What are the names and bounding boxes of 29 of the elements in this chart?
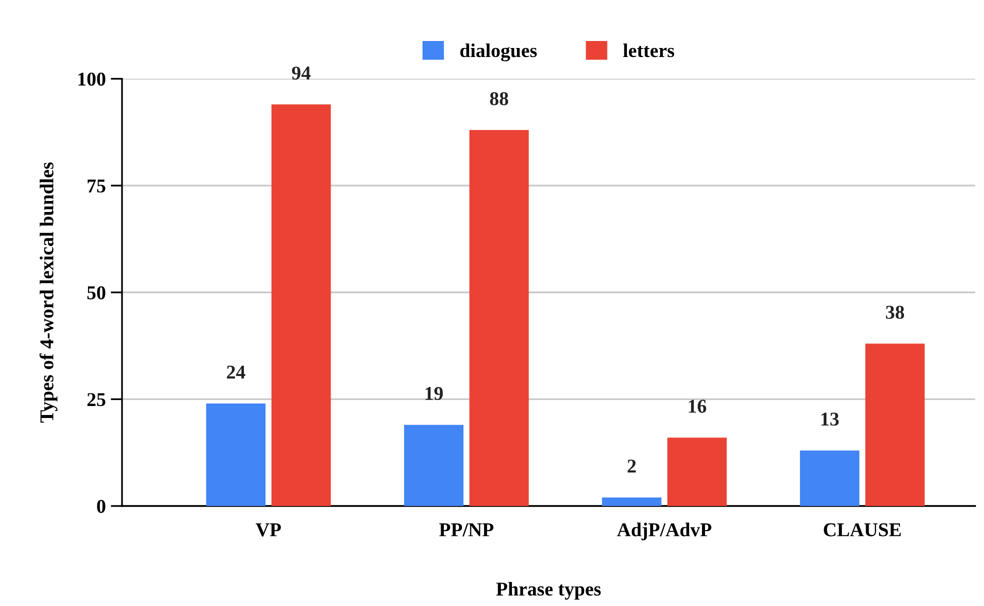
y-tick-label: 25: [87, 393, 106, 406]
data-label: 24: [226, 366, 246, 378]
data-label: 19: [426, 386, 443, 400]
data-label: 13: [821, 412, 839, 426]
x-tick-label: PP/NP: [439, 523, 494, 536]
bar: [602, 497, 662, 506]
y-tick-label: 50: [87, 286, 106, 300]
data-label: 38: [886, 306, 904, 319]
bar: [469, 130, 529, 506]
legend-label: dialogues: [460, 43, 537, 62]
legend-label: letters: [623, 43, 674, 58]
data-label: 88: [490, 92, 508, 106]
x-tick-label: VP: [256, 523, 281, 536]
data-label: 16: [688, 400, 706, 413]
y-axis-title: Types of 4-word lexical bundles: [40, 162, 58, 423]
y-tick-label: 0: [97, 500, 106, 513]
bar: [404, 424, 464, 506]
x-tick-label: CLAUSE: [824, 523, 901, 536]
bar: [865, 344, 925, 506]
y-tick-label: 75: [88, 180, 106, 193]
bar: [667, 438, 727, 506]
x-tick-label: AdjP/AdvP: [617, 522, 712, 540]
data-label: 2: [628, 460, 636, 472]
data-label: 94: [292, 66, 311, 80]
bar: [800, 450, 860, 506]
y-tick-label: 100: [78, 72, 106, 86]
bar: [271, 104, 331, 506]
x-axis-title: Phrase types: [496, 582, 601, 600]
bar: [206, 403, 266, 506]
